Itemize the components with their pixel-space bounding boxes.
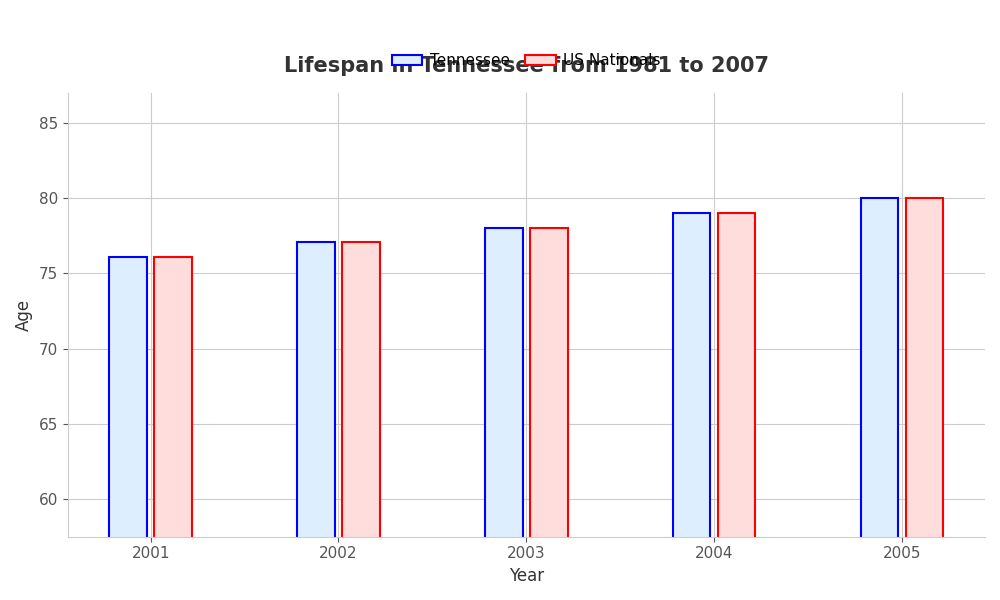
Bar	[485, 228, 523, 600]
Bar	[530, 228, 568, 600]
Bar	[718, 213, 755, 600]
Bar	[906, 198, 943, 600]
Bar	[673, 213, 710, 600]
Bar	[109, 257, 147, 600]
Bar	[297, 242, 335, 600]
X-axis label: Year: Year	[509, 567, 544, 585]
Bar	[154, 257, 192, 600]
Bar	[861, 198, 898, 600]
Bar	[342, 242, 380, 600]
Legend: Tennessee, US Nationals: Tennessee, US Nationals	[386, 47, 667, 74]
Y-axis label: Age: Age	[15, 299, 33, 331]
Title: Lifespan in Tennessee from 1981 to 2007: Lifespan in Tennessee from 1981 to 2007	[284, 56, 769, 76]
